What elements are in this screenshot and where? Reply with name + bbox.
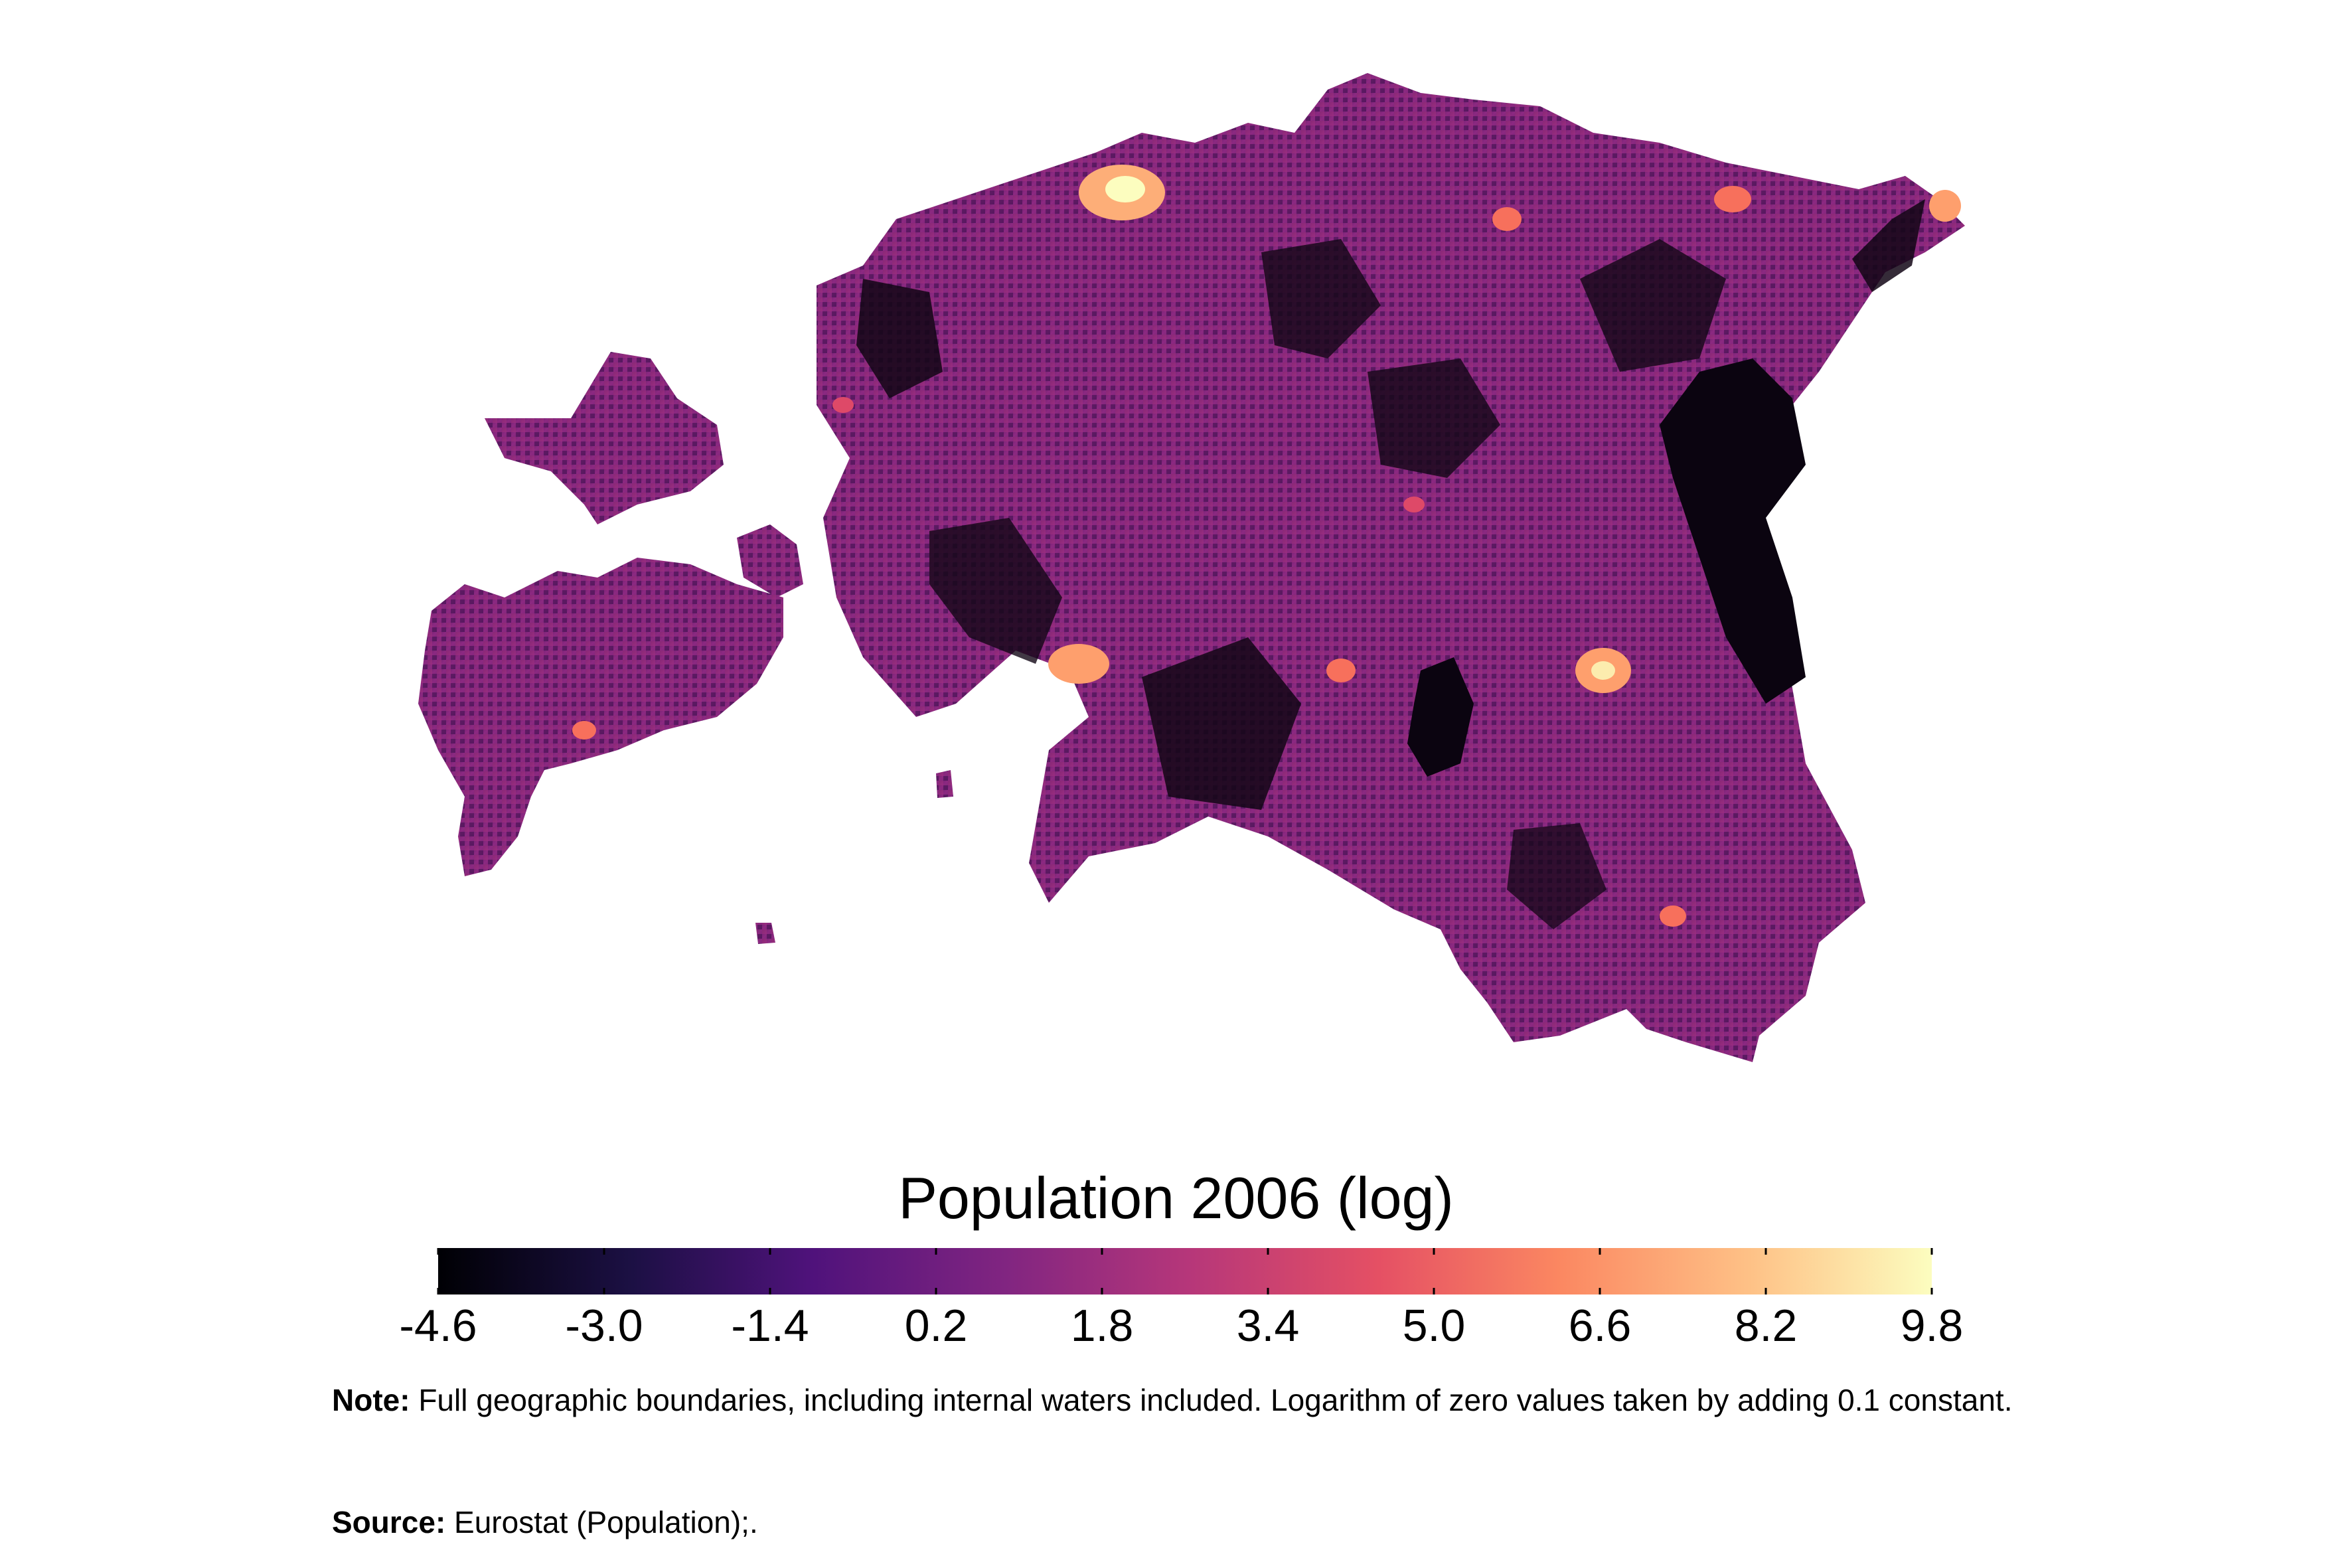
map-landmass (418, 73, 1965, 1062)
forest-patch (856, 279, 943, 398)
colorbar-gradient (438, 1248, 1932, 1294)
ruhnu-island (755, 923, 775, 944)
forest-patch (1261, 239, 1381, 358)
forest-patch (1507, 823, 1607, 929)
paide-city (1403, 497, 1425, 512)
note: Note: Full geographic boundaries, includ… (332, 1379, 2084, 1421)
hiiumaa-island (485, 352, 724, 524)
colorbar-tick-label: 9.8 (1901, 1300, 1964, 1351)
colorbar: -4.6 -3.0 -1.4 0.2 1.8 3.4 5.0 6.6 8.2 9.8 (399, 1248, 1963, 1351)
lake-vortsjarv (1407, 657, 1474, 777)
muhu-island (737, 524, 803, 597)
kohtla-jarve-city (1714, 186, 1751, 212)
colorbar-ticklabels: -4.6 -3.0 -1.4 0.2 1.8 3.4 5.0 6.6 8.2 9.8 (399, 1300, 1963, 1351)
narva-city (1929, 190, 1961, 222)
source-label: Source: (332, 1505, 446, 1539)
tartu-core (1591, 661, 1615, 680)
lake-peipus (1660, 358, 1806, 704)
colorbar-tick-label: 3.4 (1237, 1300, 1300, 1351)
kuressaare-city (572, 721, 596, 740)
forest-patch (929, 518, 1062, 664)
colorbar-tick-label: 1.8 (1071, 1300, 1134, 1351)
colorbar-tick-label: 5.0 (1403, 1300, 1466, 1351)
colorbar-tick-label: -1.4 (731, 1300, 809, 1351)
colorbar-tick-label: -4.6 (399, 1300, 477, 1351)
source: Source: Eurostat (Population);. (332, 1502, 758, 1543)
tallinn-core (1105, 176, 1145, 202)
voru-city (1660, 905, 1686, 927)
colorbar-tickmarks (437, 1248, 1933, 1294)
parnu-city (1048, 644, 1109, 684)
kihnu-island (936, 770, 953, 798)
colorbar-tick-label: 8.2 (1735, 1300, 1798, 1351)
forest-patch (1580, 239, 1726, 372)
rakvere-city (1492, 207, 1522, 231)
forest-patch (1852, 199, 1925, 292)
note-text: Full geographic boundaries, including in… (418, 1383, 2013, 1417)
legend-title: Population 2006 (log) (898, 1165, 1454, 1231)
haapsalu-city (832, 397, 854, 413)
colorbar-tick-label: 0.2 (905, 1300, 968, 1351)
note-label: Note: (332, 1383, 410, 1417)
forest-patch (1368, 358, 1500, 478)
source-text: Eurostat (Population);. (454, 1505, 758, 1539)
forest-patch (1142, 637, 1301, 810)
colorbar-tick-label: -3.0 (565, 1300, 643, 1351)
viljandi-city (1326, 659, 1356, 682)
saaremaa-island (418, 558, 783, 876)
population-map (418, 73, 1965, 1062)
colorbar-tick-label: 6.6 (1569, 1300, 1632, 1351)
